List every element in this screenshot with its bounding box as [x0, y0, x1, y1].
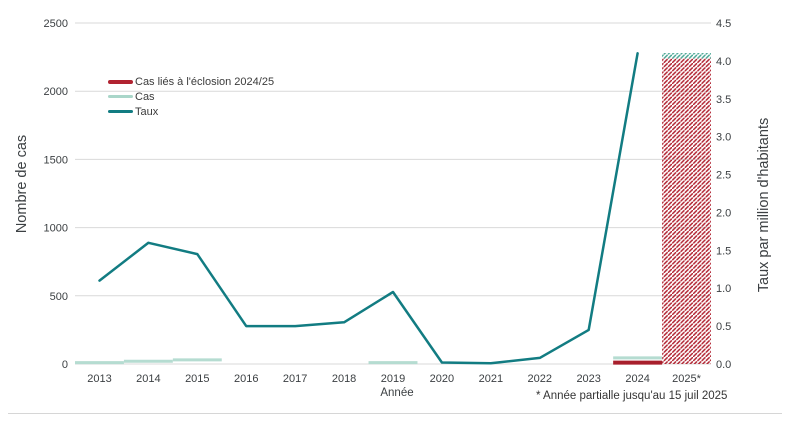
legend-swatch-cases — [108, 95, 133, 98]
year-label: 2016 — [234, 373, 258, 385]
legend-item-rate: Taux — [108, 105, 274, 118]
bar-segment — [662, 58, 711, 365]
right-tick-label: 3.0 — [716, 132, 731, 144]
right-axis-title: Taux par million d'habitants — [756, 117, 772, 293]
series-case-steps — [75, 356, 663, 365]
partial-year-bar-2025 — [662, 53, 711, 365]
right-tick-label: 0.0 — [716, 359, 731, 371]
year-label: 2021 — [479, 373, 503, 385]
right-tick-label: 0.5 — [716, 321, 731, 333]
year-label: 2023 — [576, 373, 600, 385]
left-tick-label: 1500 — [44, 154, 68, 166]
year-label: 2013 — [87, 373, 111, 385]
legend-swatch-outbreak-cases — [108, 79, 133, 84]
year-label: 2025* — [672, 373, 701, 385]
left-axis-tick-labels: 0 500 1000 1500 2000 2500 — [44, 18, 68, 371]
left-tick-label: 2000 — [44, 86, 68, 98]
legend: Cas liés à l'éclosion 2024/25 Cas Taux — [108, 76, 274, 121]
right-tick-label: 4.0 — [716, 56, 731, 68]
bottom-divider — [8, 413, 782, 414]
year-label: 2014 — [136, 373, 160, 385]
legend-label-rate: Taux — [135, 105, 159, 118]
left-tick-label: 1000 — [44, 223, 68, 235]
left-tick-label: 2500 — [44, 18, 68, 30]
year-label: 2020 — [430, 373, 454, 385]
legend-label-outbreak-cases: Cas liés à l'éclosion 2024/25 — [135, 75, 275, 88]
year-label: 2022 — [528, 373, 552, 385]
year-label: 2019 — [381, 373, 405, 385]
right-tick-label: 4.5 — [716, 18, 731, 30]
right-tick-label: 2.0 — [716, 207, 731, 219]
bar-segment — [662, 53, 711, 59]
left-tick-label: 500 — [50, 291, 68, 303]
legend-label-cases: Cas — [135, 90, 155, 103]
year-label: 2018 — [332, 373, 356, 385]
year-label: 2015 — [185, 373, 209, 385]
right-axis-tick-labels: 0.0 0.5 1.0 1.5 2.0 2.5 3.0 3.5 4.0 4.5 — [716, 18, 731, 371]
legend-swatch-rate — [108, 110, 133, 113]
left-axis-title: Nombre de cas — [14, 134, 30, 234]
right-tick-label: 3.5 — [716, 94, 731, 106]
x-axis-category-labels: 2013 2014 2015 2016 2017 2018 2019 2020 2021 2022… — [87, 373, 701, 385]
legend-item-outbreak-cases: Cas liés à l'éclosion 2024/25 — [108, 75, 275, 88]
right-tick-label: 2.5 — [716, 170, 731, 182]
gridlines — [75, 22, 711, 365]
right-tick-label: 1.5 — [716, 245, 731, 257]
year-label: 2017 — [283, 373, 307, 385]
legend-item-cases: Cas — [108, 90, 274, 103]
x-axis-title: Année — [380, 387, 414, 399]
series-rate-line — [98, 52, 639, 365]
year-label: 2024 — [625, 373, 649, 385]
rate-polyline — [98, 52, 639, 365]
right-tick-label: 1.0 — [716, 283, 731, 295]
left-tick-label: 0 — [62, 359, 68, 371]
partial-year-footnote: * Année partialle jusqu'au 15 juil 2025 — [536, 390, 728, 402]
